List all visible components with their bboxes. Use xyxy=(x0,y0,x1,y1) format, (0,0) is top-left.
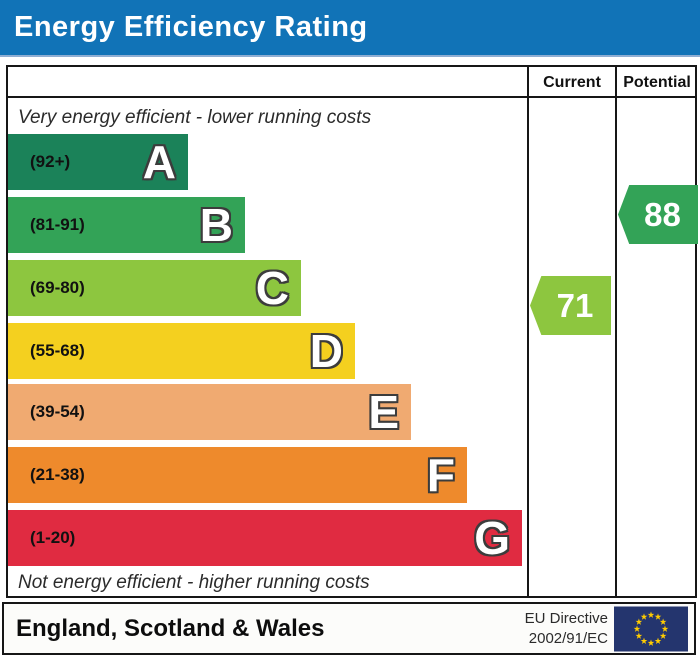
band-letter: B xyxy=(199,199,233,251)
band-range-label: (81-91) xyxy=(30,215,85,234)
band-letter: F xyxy=(426,449,455,501)
current-rating-value: 71 xyxy=(556,286,594,324)
band-row-d: (55-68) D xyxy=(8,323,355,379)
page-title: Energy Efficiency Rating xyxy=(14,11,368,43)
current-column-header: Current xyxy=(543,73,601,91)
band-letter: D xyxy=(309,325,343,377)
band-row-f: (21-38) F xyxy=(8,447,467,503)
bottom-note: Not energy efficient - higher running co… xyxy=(18,572,370,593)
potential-column-header: Potential xyxy=(623,73,691,91)
band-range-label: (69-80) xyxy=(30,278,85,297)
band-row-a: (92+) A xyxy=(8,134,188,190)
current-rating-arrow: 71 xyxy=(530,276,611,335)
band-letter: C xyxy=(255,262,289,314)
eu-directive-label: EU Directive 2002/91/EC xyxy=(525,608,608,649)
rating-table: Current Potential Very energy efficient … xyxy=(6,65,698,598)
band-range-label: (21-38) xyxy=(30,465,85,484)
eu-directive-line2: 2002/91/EC xyxy=(528,629,608,647)
title-bar: Energy Efficiency Rating xyxy=(0,0,700,57)
band-letter: G xyxy=(474,512,510,564)
band-range-label: (55-68) xyxy=(30,341,85,360)
band-letter: E xyxy=(368,386,399,438)
band-row-e: (39-54) E xyxy=(8,384,411,440)
potential-rating-value: 88 xyxy=(644,195,681,233)
potential-column-divider xyxy=(615,67,617,596)
band-range-label: (1-20) xyxy=(30,528,76,547)
band-range-label: (39-54) xyxy=(30,402,85,421)
footer-bar: England, Scotland & Wales EU Directive 2… xyxy=(2,602,696,655)
eu-flag-icon xyxy=(614,606,688,651)
band-letter: A xyxy=(142,136,176,188)
current-column-divider xyxy=(527,67,529,596)
band-row-c: (69-80) C xyxy=(8,260,301,316)
band-row-g: (1-20) G xyxy=(8,510,522,566)
header-row-divider xyxy=(8,96,695,98)
region-label: England, Scotland & Wales xyxy=(16,614,325,642)
eu-directive-line1: EU Directive xyxy=(524,609,608,627)
band-row-b: (81-91) B xyxy=(8,197,245,253)
potential-rating-arrow: 88 xyxy=(618,185,698,244)
top-note: Very energy efficient - lower running co… xyxy=(18,107,372,128)
band-range-label: (92+) xyxy=(30,152,71,171)
